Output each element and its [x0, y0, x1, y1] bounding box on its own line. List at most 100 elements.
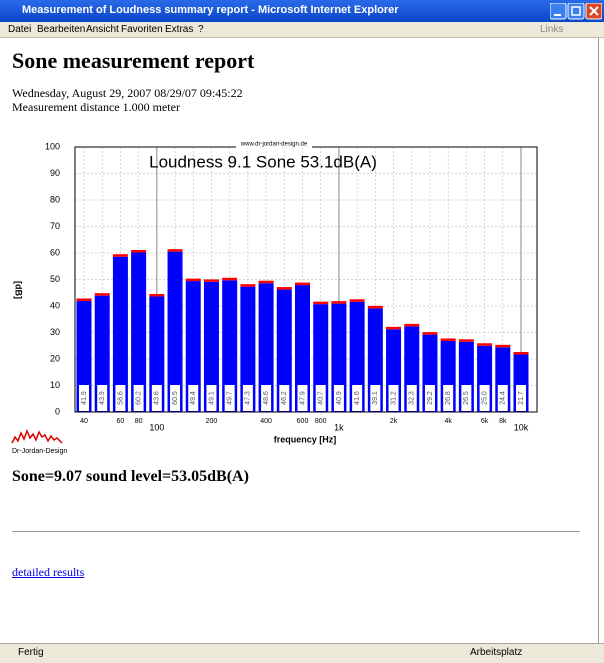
bar-cap [112, 254, 128, 257]
bar-cap [94, 293, 110, 296]
label-box [516, 385, 526, 411]
value-label: 25.0 [481, 391, 488, 405]
x-tick-label: 80 [135, 418, 143, 425]
value-label: 24.4 [500, 391, 507, 405]
bar [76, 300, 92, 412]
menu-item[interactable]: ? [198, 24, 204, 35]
bar [295, 285, 310, 412]
x-tick-label: 6k [481, 418, 489, 425]
bar-cap [313, 301, 329, 305]
label-box [261, 385, 272, 411]
value-label: 40.9 [336, 391, 343, 405]
detail-link[interactable]: detailed results [12, 565, 85, 579]
window-buttons[interactable] [550, 3, 602, 20]
bar-cap [222, 277, 238, 281]
links-button[interactable]: Links [540, 24, 564, 35]
bar [185, 281, 201, 412]
x-tick-label: 8k [499, 418, 507, 425]
bar-cap [422, 332, 438, 335]
bar [349, 301, 365, 412]
label-box [188, 385, 199, 411]
menu-item[interactable]: Favoriten [121, 24, 163, 35]
label-box [461, 385, 472, 411]
bar-cap [76, 298, 92, 301]
x-tick-label: 1k [334, 422, 344, 432]
x-tick-label: 60 [117, 418, 125, 425]
watermark: www.dr-jordan-design.de [240, 142, 308, 148]
logo-text: Dr-Jordan-Design [12, 448, 67, 455]
label-box [133, 385, 144, 411]
bar-cap [258, 280, 274, 284]
bar-cap [349, 299, 365, 302]
x-tick-label: 200 [206, 418, 218, 425]
x-tick-label: 400 [260, 418, 272, 425]
bar [131, 252, 147, 412]
menu-item[interactable]: Extras [165, 24, 194, 35]
bar-cap [131, 249, 147, 253]
label-box [297, 385, 308, 411]
menu-item[interactable]: Datei [8, 24, 32, 35]
bar-cap [404, 323, 420, 327]
label-box [151, 385, 162, 411]
label-box [406, 385, 417, 411]
logo-graphic [11, 428, 63, 444]
status-bar [0, 643, 604, 663]
bar [167, 251, 183, 412]
value-label: 49.7 [227, 391, 234, 405]
y-tick-label: 0 [55, 406, 60, 416]
menu-item[interactable]: Ansicht [86, 24, 119, 35]
value-label: 49.1 [208, 391, 215, 405]
separator [12, 531, 580, 532]
value-label: 41.6 [354, 391, 361, 405]
value-label: 48.6 [263, 391, 270, 405]
bar-cap [276, 287, 292, 290]
label-box [315, 385, 326, 411]
menu-bar [0, 22, 604, 38]
label-box [424, 385, 435, 411]
value-label: 39.1 [372, 391, 379, 405]
y-tick-label: 100 [45, 141, 60, 151]
y-tick-label: 90 [50, 168, 60, 178]
x-tick-label: 800 [315, 418, 327, 425]
bar-cap [240, 284, 256, 287]
bar [112, 256, 128, 412]
label-box [115, 385, 126, 411]
value-label: 49.4 [190, 391, 197, 405]
y-tick-label: 60 [50, 247, 60, 257]
bar [149, 296, 165, 412]
bar-cap [331, 301, 347, 304]
value-label: 32.3 [409, 391, 416, 405]
summary: Sone=9.07 sound level=53.05dB(A) [12, 468, 249, 485]
label-box [479, 385, 490, 411]
x-tick-label: 40 [80, 418, 88, 425]
bar-cap [495, 344, 511, 348]
label-box [443, 385, 454, 411]
label-box [224, 385, 235, 411]
value-label: 47.3 [245, 391, 252, 405]
bar [258, 283, 274, 412]
chart-title: Loudness 9.1 Sone 53.1dB(A) [149, 152, 377, 171]
value-label: 41.9 [81, 391, 88, 405]
bar-cap [458, 339, 474, 342]
bar [94, 295, 110, 412]
value-label: 47.9 [299, 391, 306, 405]
title-bar [0, 0, 604, 22]
bar [222, 280, 238, 412]
x-tick-label: 2k [390, 418, 398, 425]
value-label: 60.5 [172, 391, 179, 405]
menu-item[interactable]: Bearbeiten [37, 24, 86, 35]
heading: Sone measurement report [12, 48, 255, 73]
y-tick-label: 20 [50, 353, 60, 363]
label-box [388, 385, 399, 411]
status-text: Fertig [18, 647, 44, 658]
value-label: 40.7 [318, 391, 325, 405]
bar-cap [477, 343, 493, 346]
x-tick-label: 10k [514, 422, 529, 432]
x-tick-label: 100 [149, 422, 164, 432]
watermark-bg [236, 140, 312, 148]
y-tick-label: 10 [50, 380, 60, 390]
value-label: 58.6 [117, 391, 124, 405]
y-tick-label: 40 [50, 300, 60, 310]
value-label: 26.5 [463, 391, 470, 405]
bar-cap [203, 279, 219, 282]
